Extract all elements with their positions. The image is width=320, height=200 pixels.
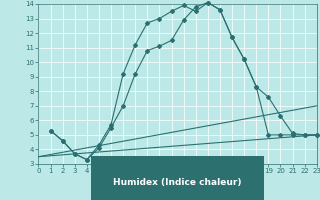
X-axis label: Humidex (Indice chaleur): Humidex (Indice chaleur) bbox=[113, 178, 242, 187]
